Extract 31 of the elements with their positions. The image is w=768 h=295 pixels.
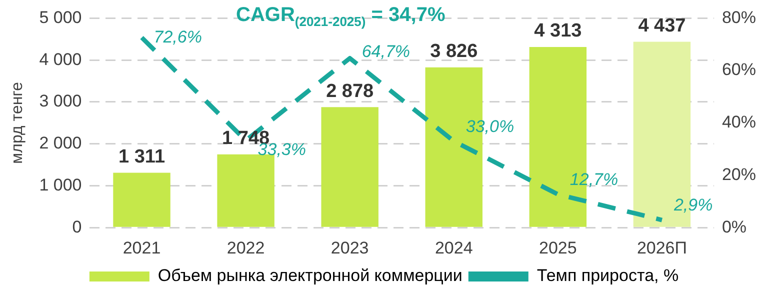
bar xyxy=(113,172,170,227)
y-tick-label: 1 000 xyxy=(39,175,82,194)
y-tick-label: 3 000 xyxy=(39,92,82,111)
y2-tick-label: 20% xyxy=(722,164,756,184)
y2-tick-label: 40% xyxy=(722,112,756,132)
x-tick-label: 2021 xyxy=(122,238,161,258)
legend-label: Объем рынка электронной коммерции xyxy=(158,266,462,286)
y-tick-label: 2 000 xyxy=(39,134,82,153)
data-label: 4 313 xyxy=(534,20,582,42)
y-axis-title: млрд тенге xyxy=(9,82,26,164)
y2-tick-label: 0% xyxy=(722,217,747,236)
y-tick-label: 5 000 xyxy=(39,8,82,27)
x-tick-label: 2025 xyxy=(539,238,577,258)
data-label: 1 311 xyxy=(118,146,166,168)
x-tick-label: 2023 xyxy=(330,238,369,258)
data-label: 72,6% xyxy=(154,27,202,46)
y-tick-label: 0 xyxy=(72,217,82,236)
data-label: 4 437 xyxy=(638,16,686,37)
chart-title: CAGR$_{(2021-2025)}$ = 34,7% xyxy=(236,4,446,29)
data-label: 64,7% xyxy=(362,42,410,61)
data-label: 2 878 xyxy=(326,80,374,102)
y-tick-label: 4 000 xyxy=(39,50,82,69)
data-label: 3 826 xyxy=(430,41,478,62)
legend-label: Темп прироста, % xyxy=(536,266,679,286)
y2-tick-label: 80% xyxy=(722,8,756,27)
x-tick-label: 2026П xyxy=(636,238,687,258)
x-tick-label: 2022 xyxy=(226,238,265,258)
bar xyxy=(321,107,378,227)
data-label: 2,9% xyxy=(672,196,713,215)
x-tick-label: 2024 xyxy=(434,238,473,258)
y2-tick-label: 60% xyxy=(722,60,756,80)
